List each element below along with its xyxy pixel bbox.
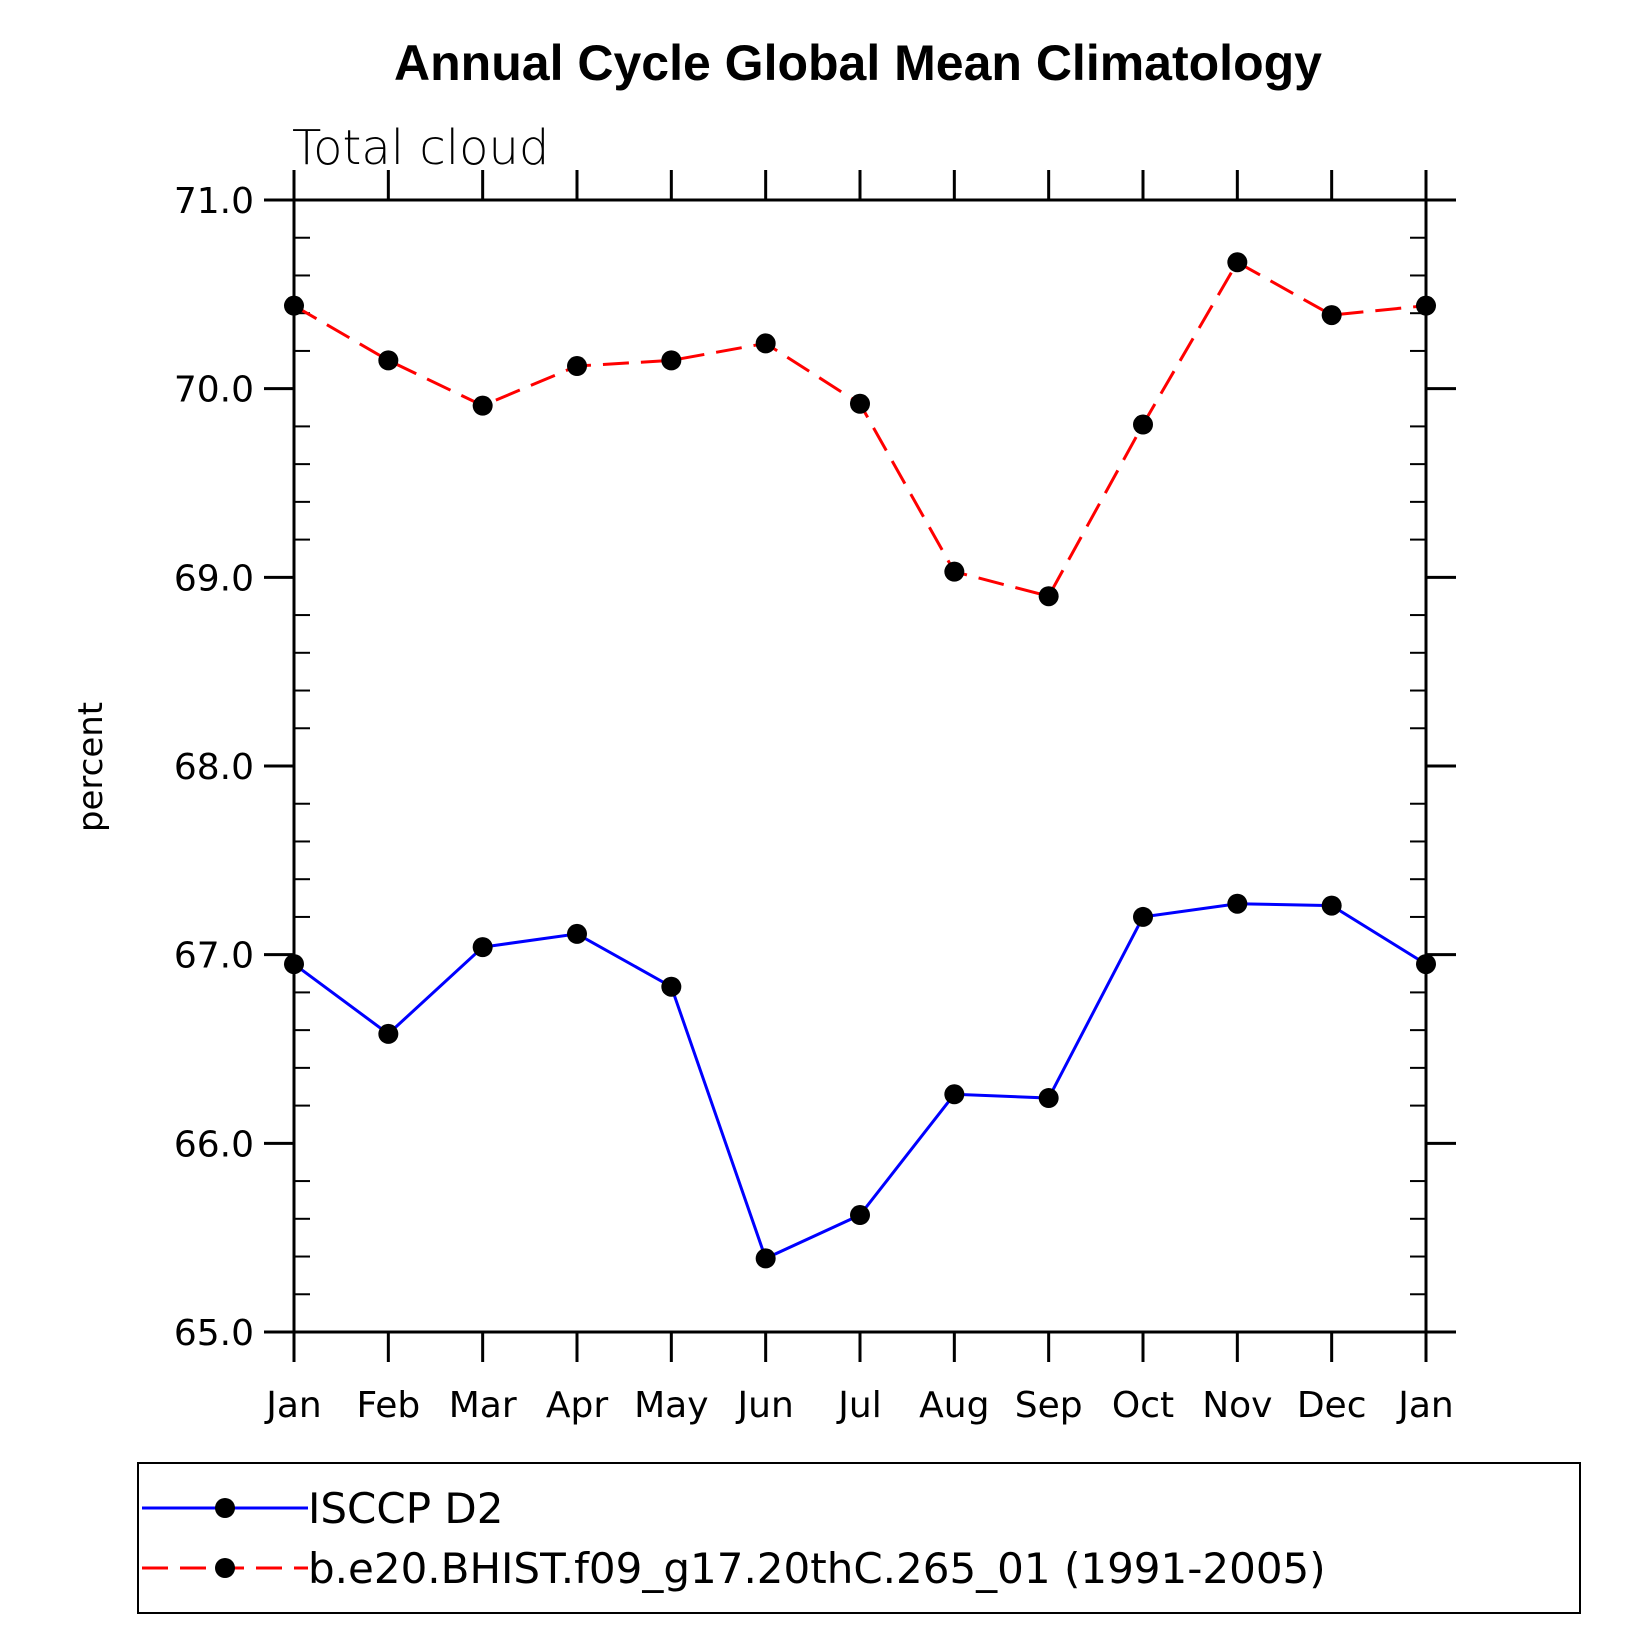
series-point: [755, 333, 776, 354]
y-tick-label: 70.0: [174, 370, 254, 411]
y-axis-label: percent: [71, 702, 111, 832]
y-tick-label: 67.0: [174, 936, 254, 977]
series-point: [378, 1023, 399, 1044]
x-tick-label: Jan: [1396, 1385, 1454, 1426]
series-point: [378, 350, 399, 371]
legend-label: ISCCP D2: [308, 1484, 503, 1533]
series-point: [661, 976, 682, 997]
legend-swatch-marker: [215, 1558, 235, 1578]
series-point: [1321, 305, 1342, 326]
x-tick-label: Feb: [356, 1385, 420, 1426]
x-tick-label: Mar: [449, 1385, 517, 1426]
series-point: [567, 356, 587, 377]
series-point: [1416, 295, 1436, 316]
legend-label: b.e20.BHIST.f09_g17.20thC.265_01 (1991-2…: [308, 1544, 1326, 1593]
series-point: [1133, 414, 1153, 435]
series-point: [1227, 893, 1248, 914]
chart-subtitle: Total cloud: [292, 120, 549, 176]
series-point: [1321, 895, 1342, 916]
series-point: [1038, 586, 1059, 607]
series-point: [850, 1205, 870, 1226]
legend-box: [137, 1462, 1581, 1614]
chart-title: Annual Cycle Global Mean Climatology: [394, 35, 1322, 91]
series-layer: [284, 252, 1436, 1269]
series-point: [472, 395, 493, 416]
series-point: [567, 923, 587, 944]
series-line: [293, 260, 1427, 598]
y-tick-label: 66.0: [174, 1124, 254, 1165]
series-point: [755, 1248, 776, 1269]
legend: ISCCP D2 b.e20.BHIST.f09_g17.20thC.265_01…: [137, 1462, 1581, 1614]
x-tick-label: May: [634, 1385, 708, 1426]
x-tick-label: Sep: [1015, 1385, 1083, 1426]
series-point: [850, 393, 870, 414]
x-tick-label: Jun: [736, 1385, 794, 1426]
x-tick-label: Jan: [264, 1385, 322, 1426]
x-tick-label: Aug: [919, 1385, 989, 1426]
plot-frame: [292, 198, 1428, 1334]
axes: Jan Feb Mar Apr May Jun Jul Aug Sep Oct Nov Dec Jan6…: [174, 170, 1456, 1426]
legend-items: ISCCP D2 b.e20.BHIST.f09_g17.20thC.265_01…: [142, 1484, 1326, 1593]
series-point: [472, 937, 493, 958]
y-tick-label: 71.0: [174, 181, 254, 222]
series-point: [284, 954, 304, 975]
series-point: [1133, 906, 1153, 927]
series-point: [944, 1084, 965, 1105]
y-tick-label: 65.0: [174, 1313, 254, 1354]
x-tick-label: Apr: [546, 1385, 608, 1426]
series-point: [284, 295, 304, 316]
x-tick-label: Dec: [1297, 1385, 1367, 1426]
x-tick-label: Nov: [1202, 1385, 1272, 1426]
y-tick-label: 69.0: [174, 558, 254, 599]
y-tick-label: 68.0: [174, 747, 254, 788]
series-point: [1227, 252, 1248, 273]
series-point: [1038, 1088, 1059, 1109]
x-tick-label: Oct: [1112, 1385, 1174, 1426]
legend-swatch-marker: [215, 1498, 235, 1518]
series-point: [1416, 954, 1436, 975]
series-point: [661, 350, 682, 371]
series-point: [944, 561, 965, 582]
x-tick-label: Jul: [836, 1385, 881, 1426]
